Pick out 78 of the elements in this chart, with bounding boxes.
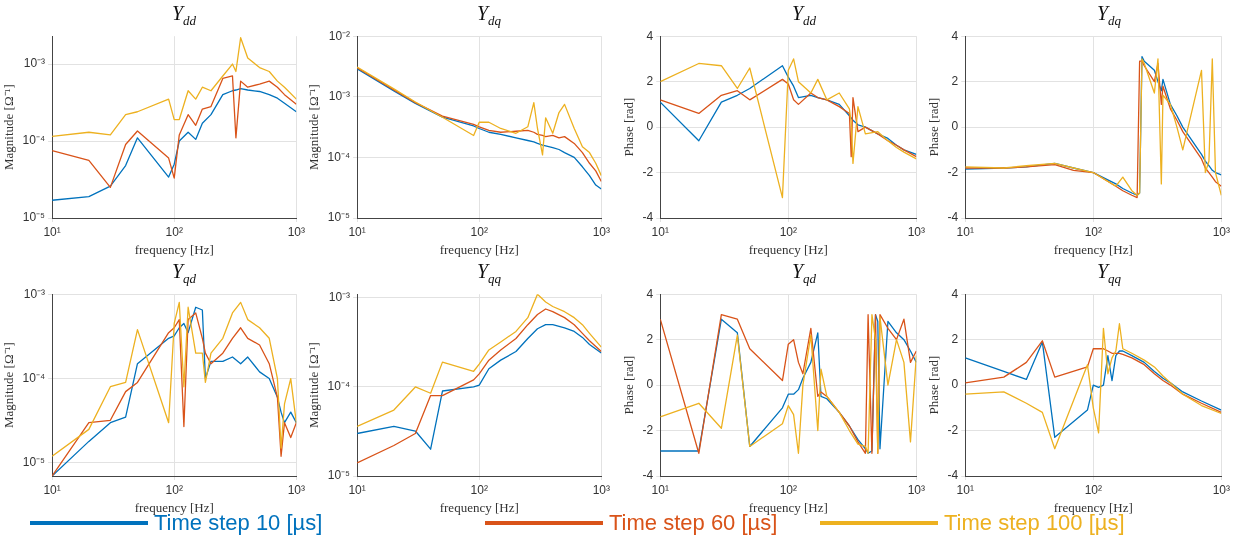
y-tick-label: 10⁻² (328, 28, 351, 43)
y-tick-label: -2 (947, 422, 959, 437)
y-tick-label: 4 (951, 286, 959, 301)
x-axis-title: frequency [Hz] (748, 241, 828, 257)
x-tick-label: 10² (1084, 482, 1102, 497)
x-tick-label: 10² (165, 482, 183, 497)
x-tick-label: 10² (165, 224, 183, 239)
x-tick-label: 10³ (1212, 224, 1230, 239)
x-tick-label: 10¹ (651, 482, 669, 497)
y-axis-title: Phase [rad] (621, 97, 637, 157)
y-tick-label: -2 (947, 164, 959, 179)
y-tick-label: 0 (646, 377, 654, 392)
y-axis-title: Phase [rad] (926, 355, 942, 415)
x-tick-label: 10³ (1212, 482, 1230, 497)
x-tick-label: 10¹ (956, 224, 974, 239)
y-tick-label: -2 (642, 422, 654, 437)
y-tick-label: 0 (951, 377, 959, 392)
x-axis-title: frequency [Hz] (439, 499, 519, 515)
x-tick-label: 10³ (287, 482, 305, 497)
y-axis-title: Magnitude [Ω⁻¹] (1, 84, 17, 170)
x-tick-label: 10¹ (956, 482, 974, 497)
chart-title: Y$_{qd}$ (170, 259, 198, 286)
y-tick-label: 10⁻⁵ (22, 210, 46, 225)
x-tick-label: 10² (470, 224, 488, 239)
y-tick-label: 2 (951, 331, 959, 346)
y-tick-label: 4 (646, 28, 654, 43)
y-tick-label: 2 (646, 73, 654, 88)
x-tick-label: 10³ (592, 482, 610, 497)
x-tick-label: 10¹ (43, 482, 61, 497)
chart-title: Y$_{dq}$ (475, 1, 503, 28)
x-tick-label: 10¹ (43, 224, 61, 239)
y-tick-label: 10⁻⁴ (22, 370, 46, 385)
y-tick-label: 10⁻⁴ (327, 149, 351, 164)
y-tick-label: 10⁻⁴ (22, 133, 46, 148)
y-tick-label: 10⁻³ (23, 56, 46, 71)
y-tick-label: -4 (947, 468, 959, 483)
x-axis-title: frequency [Hz] (439, 241, 519, 257)
chart-title: Y$_{dd}$ (170, 1, 198, 28)
y-axis-title: Phase [rad] (926, 97, 942, 157)
chart-title: Y$_{dd}$ (790, 1, 818, 28)
y-tick-label: 10⁻⁵ (22, 455, 46, 470)
x-tick-label: 10³ (592, 224, 610, 239)
x-tick-label: 10² (1084, 224, 1102, 239)
x-tick-label: 10² (779, 224, 797, 239)
y-tick-label: 10⁻⁵ (327, 210, 351, 225)
x-axis-title: frequency [Hz] (1053, 241, 1133, 257)
x-tick-label: 10³ (907, 482, 925, 497)
y-tick-label: 10⁻³ (328, 89, 351, 104)
chart-title: Y$_{qq}$ (1095, 259, 1123, 286)
y-tick-label: 10⁻⁵ (327, 468, 351, 483)
y-axis-title: Magnitude [Ω⁻¹] (306, 342, 322, 428)
y-tick-label: 2 (951, 73, 959, 88)
y-tick-label: -4 (947, 210, 959, 225)
chart-title: Y$_{qq}$ (475, 259, 503, 286)
x-tick-label: 10¹ (651, 224, 669, 239)
y-axis-title: Magnitude [Ω⁻¹] (306, 84, 322, 170)
x-tick-label: 10³ (907, 224, 925, 239)
x-tick-label: 10¹ (348, 224, 366, 239)
y-tick-label: 10⁻⁴ (327, 379, 351, 394)
y-axis-title: Phase [rad] (621, 355, 637, 415)
y-tick-label: -4 (642, 468, 654, 483)
y-tick-label: 0 (646, 119, 654, 134)
chart-title: Y$_{dq}$ (1095, 1, 1123, 28)
y-tick-label: 4 (646, 286, 654, 301)
y-tick-label: 10⁻³ (23, 286, 46, 301)
chart-title: Y$_{qd}$ (790, 259, 818, 286)
x-tick-label: 10¹ (348, 482, 366, 497)
x-tick-label: 10³ (287, 224, 305, 239)
y-tick-label: 2 (646, 331, 654, 346)
x-tick-label: 10² (470, 482, 488, 497)
y-tick-label: 0 (951, 119, 959, 134)
y-tick-label: -2 (642, 164, 654, 179)
x-tick-label: 10² (779, 482, 797, 497)
x-axis-title: frequency [Hz] (134, 241, 214, 257)
y-tick-label: 10⁻³ (328, 290, 351, 305)
y-tick-label: -4 (642, 210, 654, 225)
y-tick-label: 4 (951, 28, 959, 43)
y-axis-title: Magnitude [Ω⁻¹] (1, 342, 17, 428)
